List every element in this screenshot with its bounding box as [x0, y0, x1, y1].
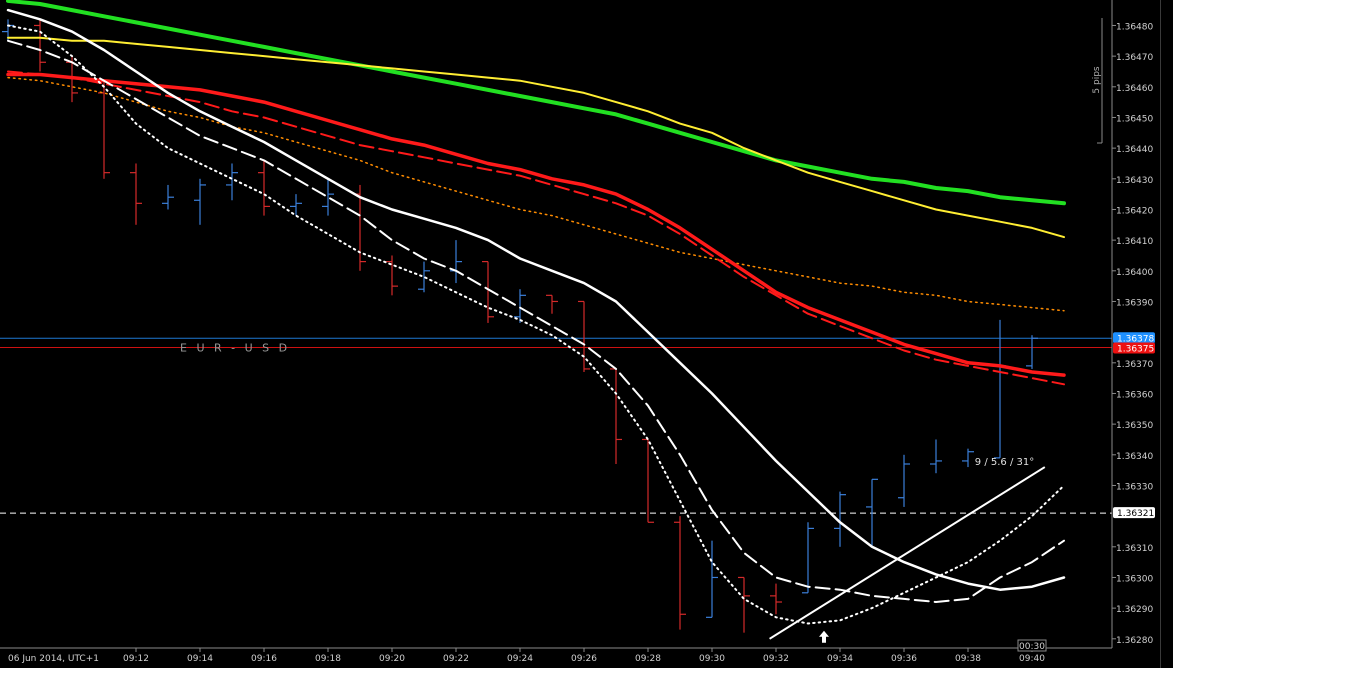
price-tick-label: 1.36310 — [1116, 544, 1153, 554]
pip-ruler-label: 5 pips — [1092, 66, 1102, 94]
countdown-box — [1017, 639, 1047, 652]
price-tick-label: 1.36410 — [1116, 237, 1153, 247]
price-tick-label: 1.36340 — [1116, 452, 1153, 462]
price-tick-label: 1.36360 — [1116, 390, 1153, 400]
price-tick-label: 1.36390 — [1116, 298, 1153, 308]
time-tick-label: 09:18 — [315, 654, 341, 664]
price-level-tag — [1113, 342, 1155, 354]
price-tick-label: 1.36330 — [1116, 482, 1153, 492]
time-tick-label: 09:26 — [571, 654, 597, 664]
price-tick-label: 1.36440 — [1116, 145, 1153, 155]
price-level-tag-label: 1.36375 — [1117, 344, 1154, 354]
moving-average-line — [7, 24, 1065, 625]
price-tick-label: 1.36450 — [1116, 114, 1153, 124]
time-tick-label: 09:32 — [763, 654, 789, 664]
time-tick-label: 09:30 — [699, 654, 725, 664]
moving-average-line — [6, 8, 1066, 591]
price-tick-label: 1.36290 — [1116, 605, 1153, 615]
price-tick-label: 1.36300 — [1116, 574, 1153, 584]
price-level-tag-label: 1.36321 — [1117, 509, 1154, 519]
panel-divider[interactable] — [1160, 0, 1173, 668]
time-tick-label: 09:38 — [955, 654, 981, 664]
time-tick-label: 09:20 — [379, 654, 405, 664]
price-tick-label: 1.36480 — [1116, 22, 1153, 32]
timezone-label: 06 Jun 2014, UTC+1 — [8, 654, 99, 664]
time-tick-label: 09:14 — [187, 654, 213, 664]
time-tick-label: 09:12 — [123, 654, 149, 664]
moving-average-line — [7, 76, 1065, 312]
moving-average-line — [6, 0, 1066, 206]
time-tick-label: 09:24 — [507, 654, 533, 664]
trendline-label: 9 / 5.6 / 31° — [975, 457, 1034, 468]
price-tick-label: 1.36400 — [1116, 268, 1153, 278]
trendline[interactable] — [769, 466, 1046, 640]
price-tick-label: 1.36350 — [1116, 421, 1153, 431]
price-tick-label: 1.36370 — [1116, 360, 1153, 370]
moving-average-line — [7, 39, 1065, 603]
moving-average-line — [7, 36, 1065, 239]
symbol-watermark: E U R - U S D — [180, 341, 290, 354]
price-tick-label: 1.36430 — [1116, 176, 1153, 186]
price-level-tag — [1113, 332, 1155, 344]
up-arrow-icon — [819, 630, 829, 643]
time-tick-label: 09:36 — [891, 654, 917, 664]
time-tick-label: 09:16 — [251, 654, 277, 664]
price-level-tag — [1113, 507, 1155, 519]
time-tick-label: 09:34 — [827, 654, 853, 664]
time-tick-label: 09:40 — [1019, 654, 1045, 664]
moving-average-line — [6, 72, 1066, 377]
countdown-label: 00:30 — [1019, 642, 1045, 652]
price-tick-label: 1.36470 — [1116, 53, 1153, 63]
chart-area[interactable]: 1.36378 1.36375 1.36321 1.36480 1.36470 1.36… — [0, 0, 1173, 668]
price-tick-label: 1.36280 — [1116, 636, 1153, 646]
price-tick-label: 1.36420 — [1116, 206, 1153, 216]
moving-average-line — [7, 70, 1065, 386]
price-level-tag-label: 1.36378 — [1117, 334, 1154, 344]
time-tick-label: 09:28 — [635, 654, 661, 664]
time-tick-label: 09:22 — [443, 654, 469, 664]
price-tick-label: 1.36460 — [1116, 84, 1153, 94]
